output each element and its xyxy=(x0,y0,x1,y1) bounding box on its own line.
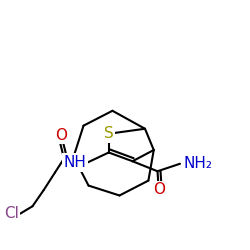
Text: NH₂: NH₂ xyxy=(184,156,213,171)
Text: NH: NH xyxy=(64,155,86,170)
Text: O: O xyxy=(153,182,165,198)
Text: S: S xyxy=(104,126,114,141)
Text: O: O xyxy=(55,128,67,142)
Text: Cl: Cl xyxy=(4,206,19,221)
